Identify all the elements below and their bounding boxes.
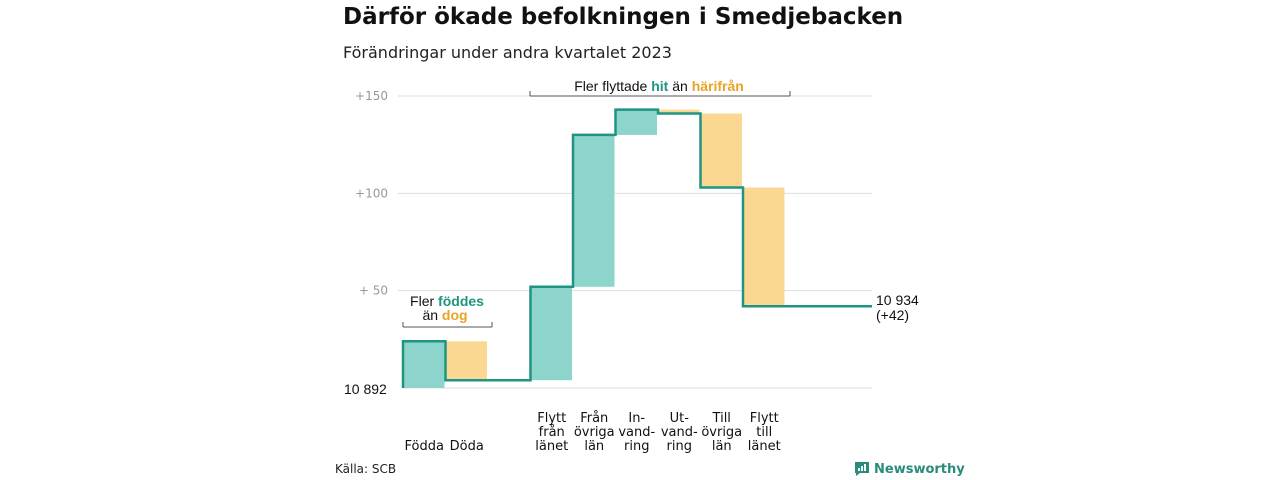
end-value-label: 10 934 <box>876 292 919 308</box>
base-value-label: 10 892 <box>344 381 387 397</box>
annotation-deaths: än dog <box>422 307 467 323</box>
y-tick-label: + 50 <box>359 284 388 298</box>
category-label: Ut- <box>670 411 690 426</box>
waterfall-bar <box>702 114 743 188</box>
end-change-label: (+42) <box>876 307 909 323</box>
annotation-migration: Fler flyttade hit än härifrån <box>574 78 744 94</box>
category-label: län <box>584 439 604 454</box>
category-label: till <box>756 425 772 440</box>
waterfall-bar <box>744 187 785 306</box>
category-label: Födda <box>405 439 444 454</box>
brand-name: Newsworthy <box>874 462 965 477</box>
category-label: Flytt <box>750 411 779 426</box>
category-label: Till <box>712 411 731 426</box>
category-label: länet <box>535 439 568 454</box>
category-label: vand- <box>618 425 655 440</box>
category-label: övriga <box>574 425 615 440</box>
category-label: Döda <box>450 439 484 454</box>
y-tick-label: +100 <box>355 186 388 200</box>
source-note: Källa: SCB <box>335 462 396 476</box>
y-tick-label: +150 <box>355 89 388 103</box>
waterfall-bar <box>532 287 573 380</box>
category-label: ring <box>624 439 649 454</box>
waterfall-bar <box>404 341 445 388</box>
waterfall-bar <box>617 110 658 135</box>
category-label: länet <box>748 439 781 454</box>
category-label: Flytt <box>537 411 566 426</box>
newsworthy-logo-icon <box>854 461 870 477</box>
category-label: vand- <box>661 425 698 440</box>
category-label: Från <box>580 411 608 426</box>
waterfall-bar <box>447 341 488 380</box>
waterfall-chart: +150 +100 + 50 10 892 10 934(+42) Födda Döda Fl… <box>0 0 1280 480</box>
category-label: från <box>539 425 565 440</box>
category-label: In- <box>628 411 645 426</box>
waterfall-bar <box>574 135 615 287</box>
category-label: ring <box>667 439 692 454</box>
category-label: övriga <box>701 425 742 440</box>
category-label: län <box>712 439 732 454</box>
brand-logo: Newsworthy <box>854 461 965 477</box>
